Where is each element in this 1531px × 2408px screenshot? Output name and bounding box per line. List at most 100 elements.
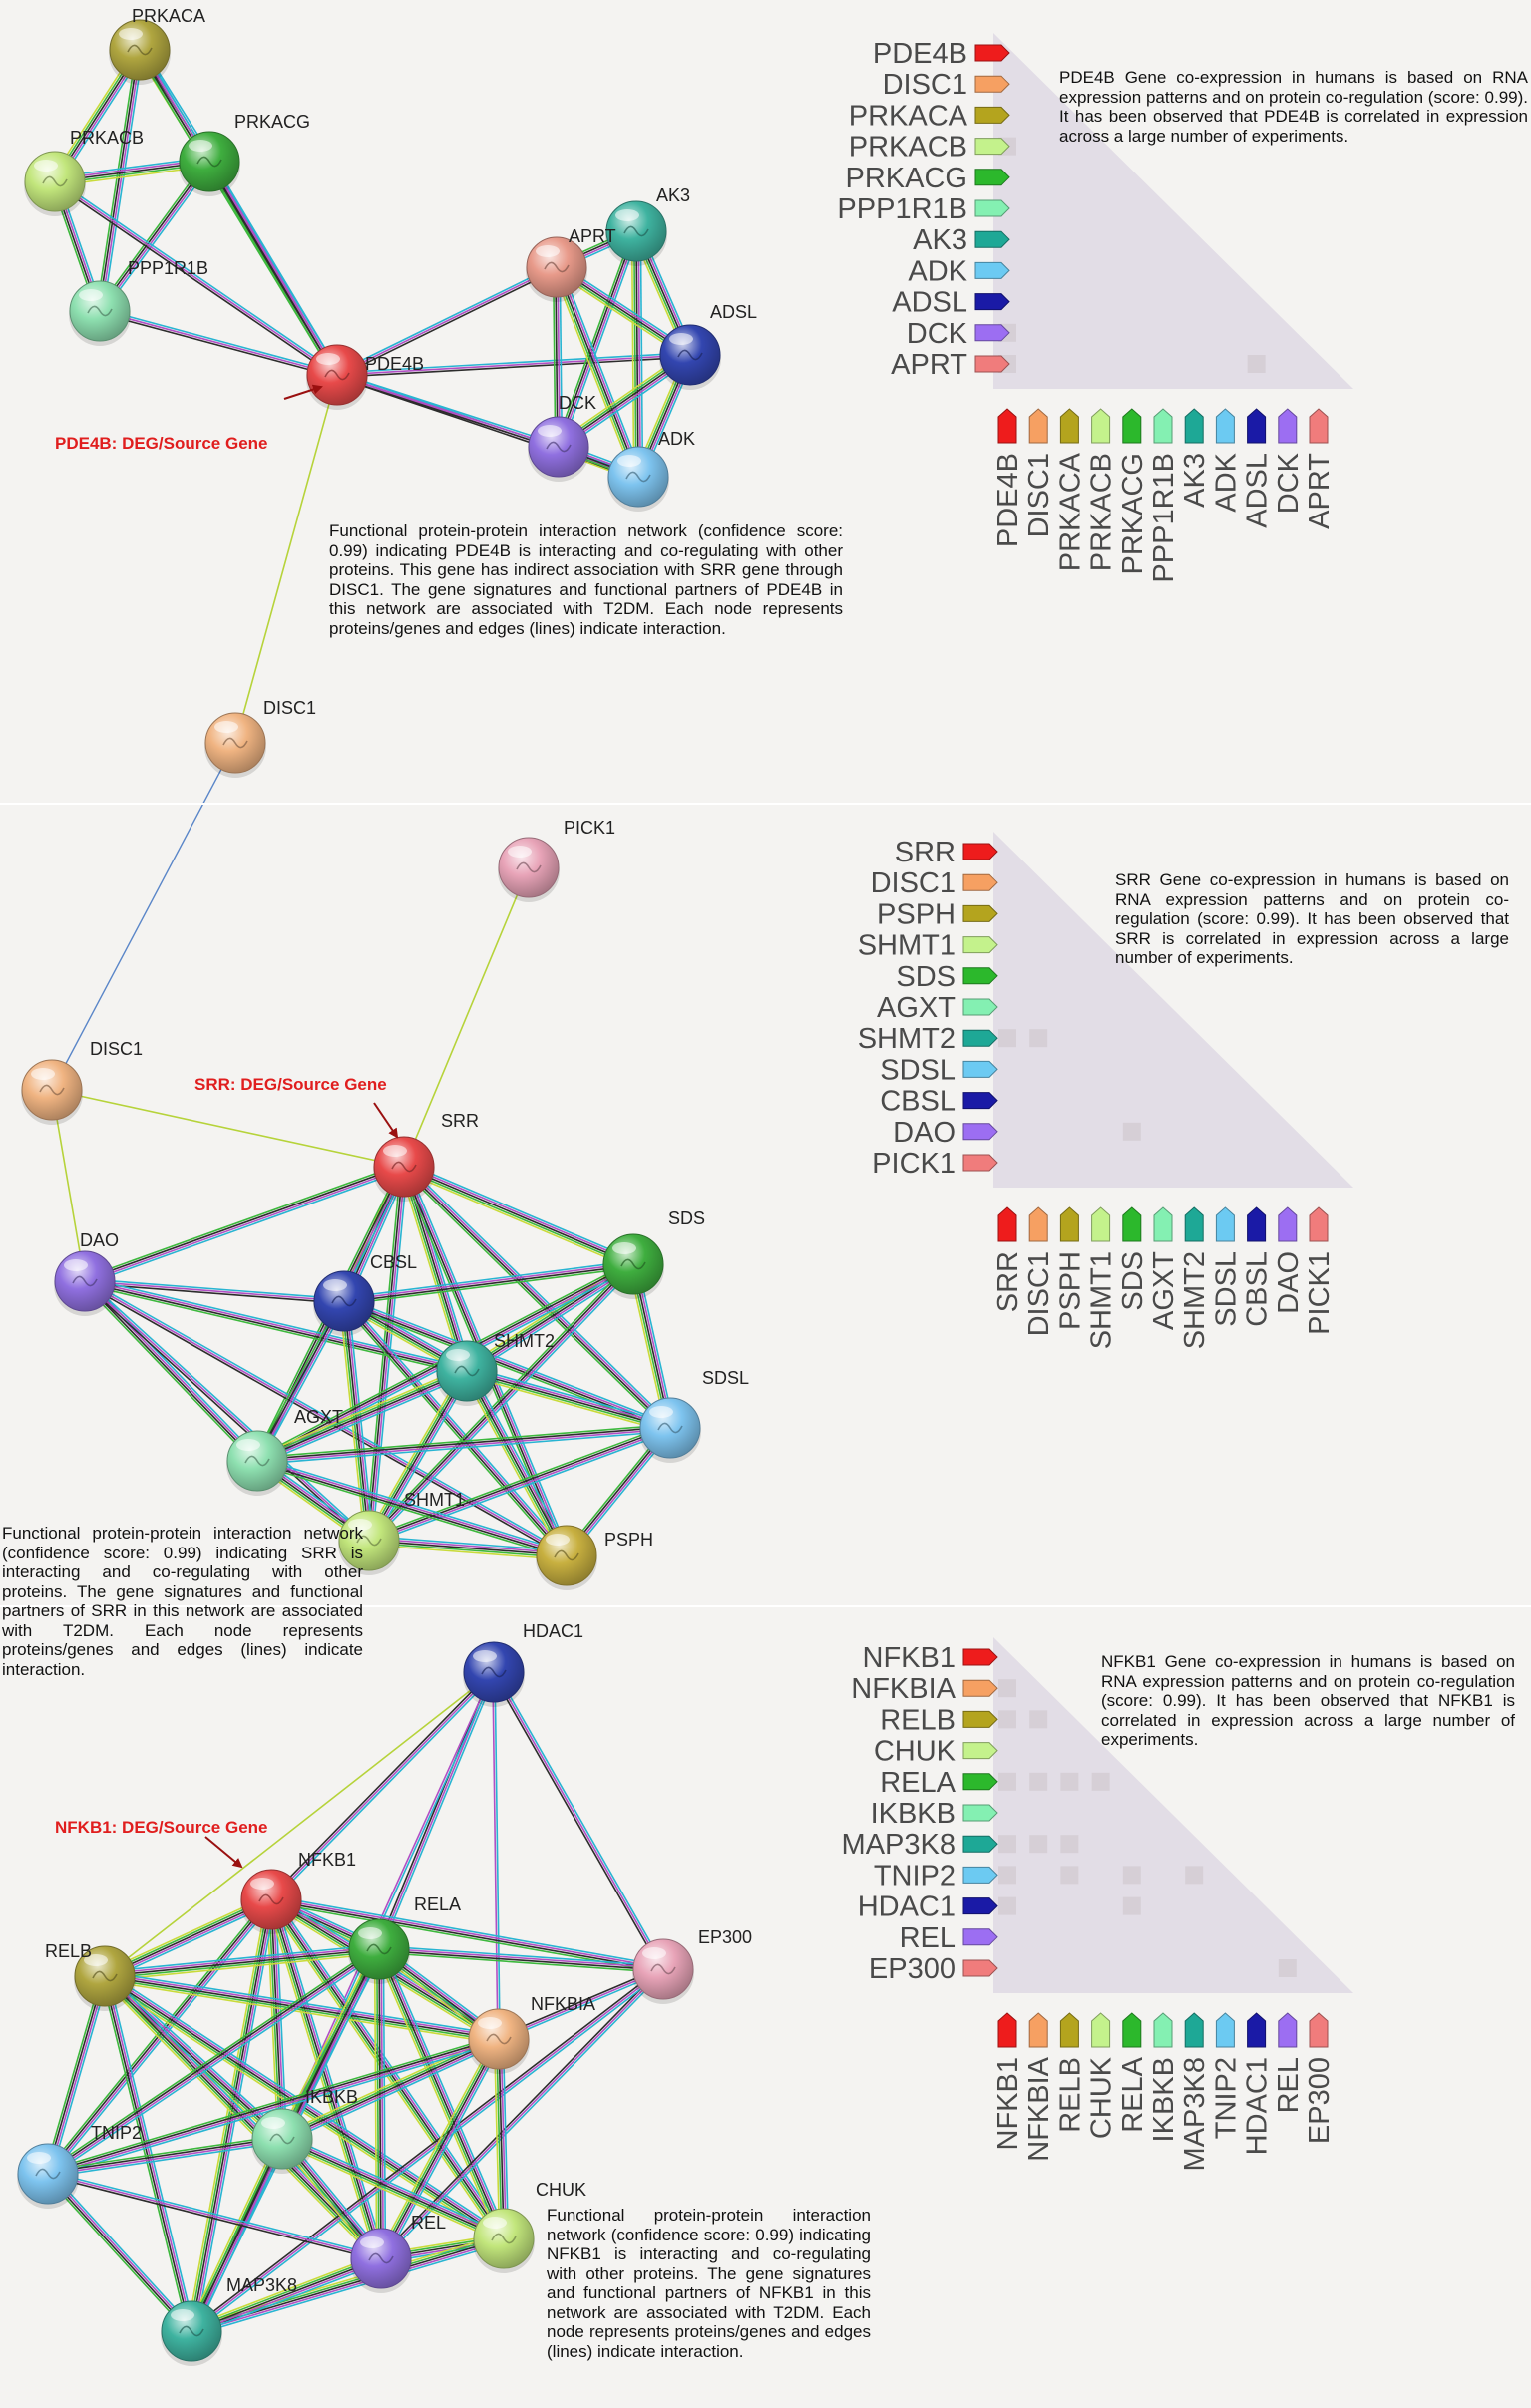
- edge-nfkbia-tnip2: [46, 2035, 501, 2178]
- matrix-cell: [1060, 1772, 1079, 1791]
- node-rela[interactable]: RELA: [348, 1894, 461, 1984]
- edge-ak3-dck: [555, 229, 640, 449]
- matrix-cell: [1122, 1122, 1141, 1141]
- row-swatch-shmt2: [962, 1029, 998, 1047]
- node-dao[interactable]: DAO: [54, 1230, 119, 1316]
- row-swatch-shmt1: [962, 936, 998, 954]
- node-label-nfkb1: NFKB1: [298, 1850, 356, 1870]
- node-psph[interactable]: PSPH: [536, 1525, 653, 1590]
- node-ep300[interactable]: EP300: [632, 1927, 752, 2004]
- node-dck[interactable]: DCK: [528, 393, 596, 482]
- node-shmt2[interactable]: SHMT2: [436, 1331, 555, 1406]
- node-prkacg[interactable]: PRKACG: [179, 112, 310, 196]
- matrix-cell: [1122, 1866, 1141, 1885]
- edge-sdsl-agxt: [256, 1423, 671, 1466]
- matrix-cell: [998, 1679, 1016, 1698]
- node-disc1[interactable]: DISC1: [21, 1039, 143, 1125]
- node-shmt1[interactable]: SHMT1: [338, 1490, 465, 1575]
- node-agxt[interactable]: AGXT: [226, 1407, 343, 1496]
- col-label-hdac1: HDAC1: [1242, 2057, 1274, 2155]
- col-swatch-adk: [1215, 408, 1235, 444]
- col-swatch-hdac1: [1247, 2012, 1267, 2048]
- node-sdsl[interactable]: SDSL: [639, 1368, 749, 1463]
- node-prkacb[interactable]: PRKACB: [24, 128, 144, 216]
- node-nfkb1[interactable]: NFKB1: [240, 1850, 356, 1934]
- node-label-aprt: APRT: [569, 226, 616, 246]
- node-aprt[interactable]: APRT: [526, 226, 616, 302]
- node-hdac1[interactable]: HDAC1: [463, 1621, 583, 1707]
- node-srr[interactable]: SRR: [373, 1111, 479, 1202]
- node-pick1[interactable]: PICK1: [498, 818, 615, 902]
- row-label-sds: SDS: [896, 961, 956, 993]
- matrix-cell: [1185, 1866, 1204, 1885]
- node-tnip2[interactable]: TNIP2: [17, 2123, 142, 2209]
- row-label-disc1: DISC1: [871, 867, 956, 899]
- node-label-hdac1: HDAC1: [523, 1621, 583, 1641]
- edge-relb-rel: [101, 1972, 385, 2262]
- row-label-relb: RELB: [880, 1704, 956, 1736]
- col-swatch-psph: [1059, 1206, 1079, 1242]
- col-label-map3k8: MAP3K8: [1179, 2057, 1211, 2171]
- edge-nfkbia-chuk: [493, 2038, 510, 2239]
- node-label-psph: PSPH: [604, 1530, 653, 1549]
- node-cbsl[interactable]: CBSL: [313, 1252, 417, 1336]
- matrix-cell: [1029, 1835, 1048, 1854]
- col-swatch-pick1: [1309, 1206, 1329, 1242]
- node-prkaca[interactable]: PRKACA: [109, 6, 205, 85]
- node-adk[interactable]: ADK: [607, 429, 695, 512]
- node-ikbkb[interactable]: IKBKB: [251, 2087, 358, 2174]
- node-pde4b[interactable]: PDE4B: [306, 344, 424, 410]
- node-label-cbsl: CBSL: [370, 1252, 417, 1272]
- node-label-relb: RELB: [45, 1941, 92, 1961]
- pde4b-coexpression-caption: PDE4B Gene co-expression in humans is ba…: [1059, 68, 1528, 146]
- matrix-cell: [1278, 1959, 1297, 1977]
- srr-source-arrow: [373, 1102, 399, 1139]
- node-nfkbia[interactable]: NFKBIA: [468, 1994, 595, 2074]
- col-label-pick1: PICK1: [1304, 1251, 1336, 1335]
- edge-shmt2-psph: [462, 1368, 572, 1558]
- node-ppp1r1b[interactable]: PPP1R1B: [69, 258, 208, 346]
- node-label-pick1: PICK1: [564, 818, 615, 838]
- col-swatch-agxt: [1153, 1206, 1173, 1242]
- edge-srr-sdsl: [401, 1164, 673, 1431]
- row-label-adsl: ADSL: [892, 287, 967, 319]
- row-label-ppp1r1b: PPP1R1B: [837, 193, 967, 225]
- node-ak3[interactable]: AK3: [605, 185, 690, 266]
- col-swatch-pde4b: [997, 408, 1017, 444]
- row-label-agxt: AGXT: [877, 992, 956, 1024]
- node-adsl[interactable]: ADSL: [659, 302, 757, 390]
- edge-prkaca-ppp1r1b: [95, 49, 145, 312]
- node-label-prkacb: PRKACB: [70, 128, 144, 148]
- row-label-sdsl: SDSL: [880, 1054, 956, 1086]
- node-map3k8[interactable]: MAP3K8: [161, 2275, 297, 2366]
- col-swatch-tnip2: [1215, 2012, 1235, 2048]
- edge-dao-cbsl: [84, 1278, 345, 1304]
- col-label-shmt1: SHMT1: [1086, 1251, 1118, 1349]
- col-label-srr: SRR: [992, 1251, 1024, 1312]
- node-sds[interactable]: SDS: [602, 1208, 705, 1299]
- node-chuk[interactable]: CHUK: [473, 2180, 586, 2273]
- col-label-adsl: ADSL: [1242, 453, 1274, 528]
- node-relb[interactable]: RELB: [45, 1941, 136, 2011]
- node-label-shmt2: SHMT2: [494, 1331, 555, 1351]
- row-swatch-ak3: [974, 230, 1010, 248]
- edge-ikbkb-chuk: [279, 2134, 507, 2243]
- edge-rela-chuk: [374, 1946, 509, 2241]
- row-label-chuk: CHUK: [874, 1736, 957, 1768]
- col-swatch-srr: [997, 1206, 1017, 1242]
- node-label-ep300: EP300: [698, 1927, 752, 1947]
- matrix-cell: [1060, 1866, 1079, 1885]
- col-swatch-aprt: [1309, 408, 1329, 444]
- edge-cbsl-sds: [343, 1259, 634, 1306]
- row-label-pde4b: PDE4B: [873, 38, 967, 70]
- edge-nfkb1-tnip2: [44, 1896, 275, 2177]
- col-swatch-nfkbia: [1028, 2012, 1048, 2048]
- col-label-sds: SDS: [1117, 1251, 1149, 1311]
- node-label-ppp1r1b: PPP1R1B: [128, 258, 208, 278]
- col-swatch-ppp1r1b: [1153, 408, 1173, 444]
- edge-ep300-map3k8: [190, 1966, 665, 2334]
- node-disc1[interactable]: DISC1: [204, 698, 316, 778]
- matrix-cell: [998, 1772, 1016, 1791]
- node-rel[interactable]: REL: [350, 2213, 446, 2293]
